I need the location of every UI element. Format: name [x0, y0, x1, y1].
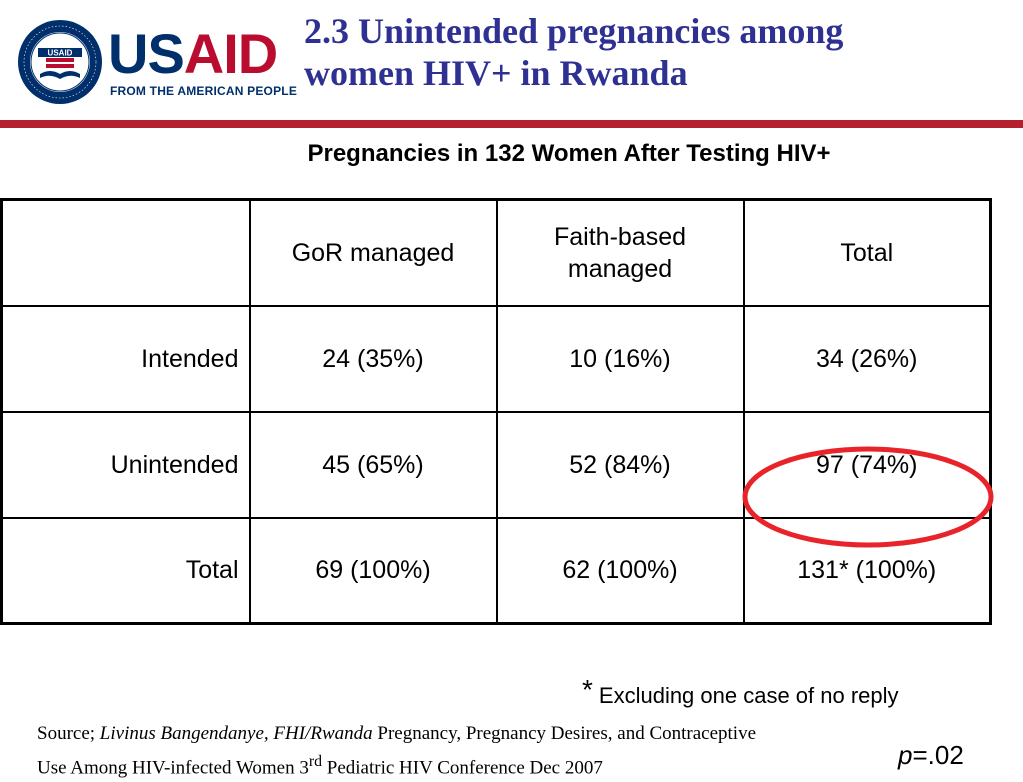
table-cell-highlighted: 97 (74%): [742, 410, 992, 519]
source-line2-end: Pediatric HIV Conference Dec 2007: [322, 757, 603, 779]
table-cell: 34 (26%): [742, 304, 992, 413]
wordmark-aid: AID: [183, 22, 278, 85]
source-citation: Source; Livinus Bangendanye, FHI/Rwanda …: [37, 720, 917, 782]
table-caption: Pregnancies in 132 Women After Testing H…: [307, 140, 831, 167]
row-label-total: Total: [0, 516, 251, 625]
wordmark-us: US: [108, 22, 185, 85]
seal-center-text: USAID: [48, 49, 73, 58]
footnote: * Excluding one case of no reply: [582, 674, 899, 709]
title-line-1: 2.3 Unintended pregnancies among: [304, 11, 844, 51]
table-cell: 62 (100%): [495, 516, 745, 625]
source-prefix: Source;: [37, 723, 100, 744]
table-cell: 131* (100%): [742, 516, 992, 625]
p-value-number: =.02: [912, 740, 964, 770]
table-cell: 69 (100%): [248, 516, 498, 625]
header-cell-empty: [0, 198, 251, 307]
table-row: Intended 24 (35%) 10 (16%) 34 (26%): [0, 304, 992, 413]
table-cell: 45 (65%): [248, 410, 498, 519]
header-cell-faith-based: Faith-based managed: [495, 198, 745, 307]
footnote-text: Excluding one case of no reply: [598, 683, 899, 708]
pregnancy-table: GoR managed Faith-based managed Total In…: [0, 198, 992, 625]
table-cell: 10 (16%): [495, 304, 745, 413]
source-line2-start: Use Among HIV-infected Women 3: [37, 757, 309, 779]
title-line-2: women HIV+ in Rwanda: [304, 53, 688, 93]
source-line2-sup: rd: [308, 753, 323, 770]
table-row: Total 69 (100%) 62 (100%) 131* (100%): [0, 516, 992, 625]
usaid-seal-icon: USAID: [18, 20, 102, 104]
header-divider: [0, 120, 1023, 128]
source-authors: Livinus Bangendanye, FHI/Rwanda: [99, 723, 373, 744]
logo-tagline: FROM THE AMERICAN PEOPLE: [110, 84, 298, 98]
usaid-logo: USAID USAID FROM THE AMERICAN PEOPLE: [16, 18, 298, 106]
slide-title: 2.3 Unintended pregnancies among women H…: [304, 10, 1004, 94]
row-label-intended: Intended: [0, 304, 251, 413]
table-header-row: GoR managed Faith-based managed Total: [0, 198, 992, 307]
header-faith-text: Faith-based managed: [553, 222, 687, 283]
p-value-symbol: p: [898, 740, 913, 770]
table-cell: 52 (84%): [495, 410, 745, 519]
source-line1: Pregnancy, Pregnancy Desires, and Contra…: [372, 723, 757, 744]
footnote-star: *: [582, 674, 593, 705]
usaid-wordmark: USAID: [108, 26, 278, 82]
table-cell: 24 (35%): [248, 304, 498, 413]
p-value: p=.02: [898, 740, 964, 771]
table-row: Unintended 45 (65%) 52 (84%) 97 (74%): [0, 410, 992, 519]
header-cell-gor: GoR managed: [248, 198, 498, 307]
header-cell-total: Total: [742, 198, 992, 307]
row-label-unintended: Unintended: [0, 410, 251, 519]
